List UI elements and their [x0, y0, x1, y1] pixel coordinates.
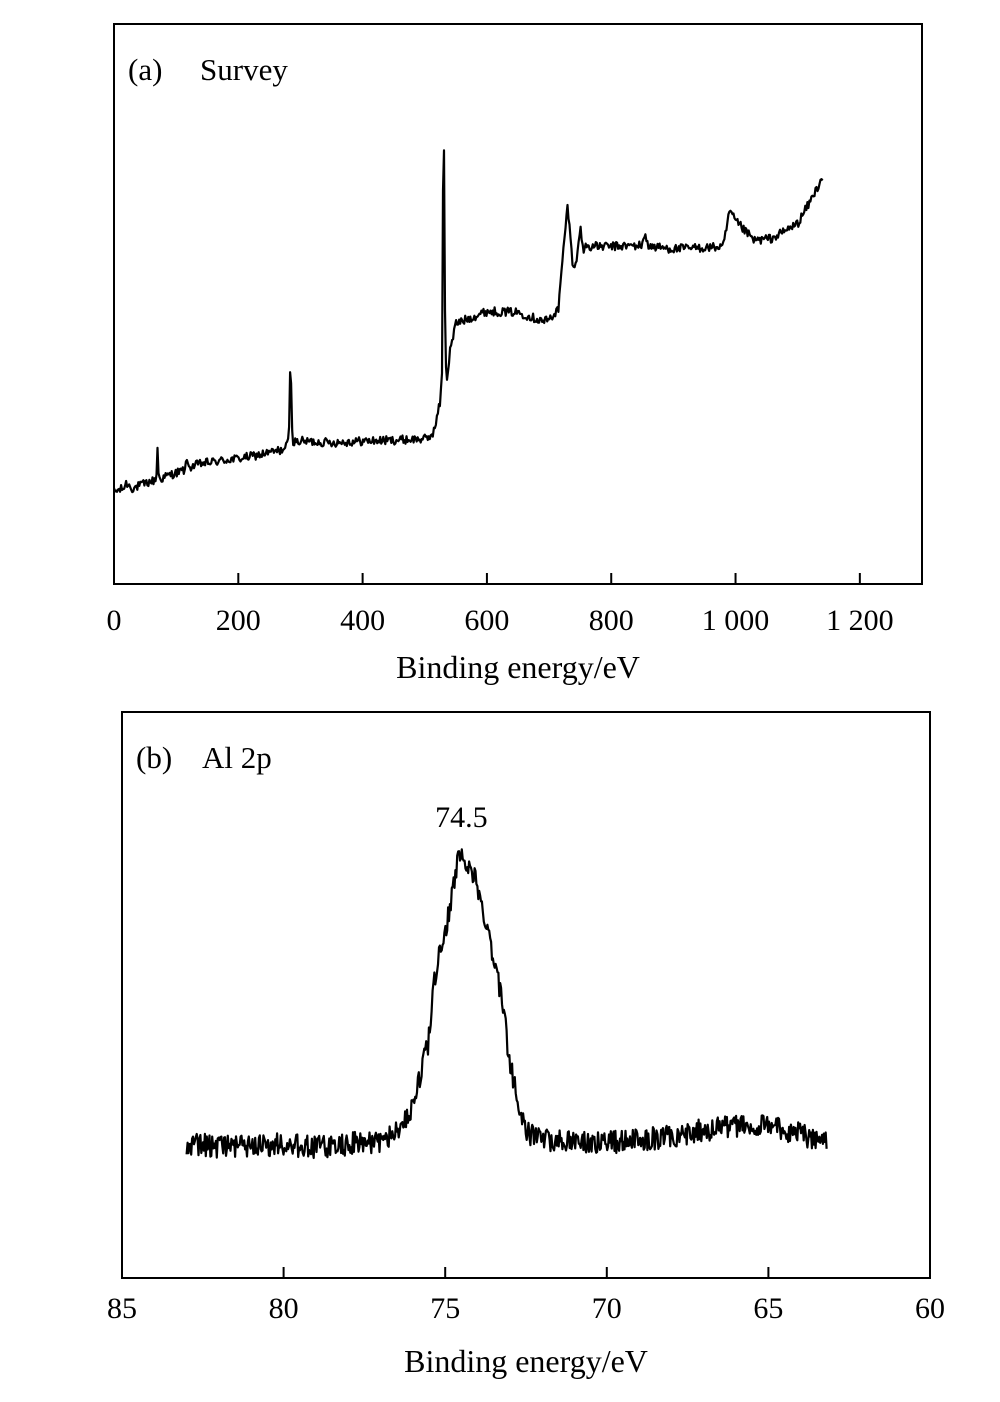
- peak-annotation: 74.5: [435, 801, 488, 834]
- chart-panel-a: 0 200 400 600 800 1 000 1 200 Binding energy/eV…: [107, 23, 923, 685]
- x-tick-label: 85: [107, 1292, 137, 1325]
- x-tick-label: 1 200: [826, 604, 894, 637]
- plot-frame: [121, 711, 931, 1279]
- panel-title: Al 2p: [202, 740, 272, 775]
- x-tick-label: 400: [340, 604, 385, 637]
- x-tick-label: 75: [430, 1292, 460, 1325]
- panel-label: (a): [128, 52, 162, 87]
- panel-title: Survey: [200, 52, 288, 87]
- x-axis-title: Binding energy/eV: [404, 1343, 648, 1379]
- spectrum-line: [185, 848, 828, 1160]
- x-tick-label: 80: [269, 1292, 299, 1325]
- x-tick-label: 65: [753, 1292, 783, 1325]
- x-tick-label: 800: [589, 604, 634, 637]
- x-tick-label: 70: [592, 1292, 622, 1325]
- x-axis-title: Binding energy/eV: [396, 649, 640, 685]
- x-tick-label: 600: [464, 604, 509, 637]
- panel-label: (b): [136, 740, 172, 775]
- x-tick-label: 1 000: [702, 604, 770, 637]
- x-tick-label: 200: [216, 604, 261, 637]
- x-tick-label: 0: [107, 604, 122, 637]
- plot-frame: [113, 23, 923, 585]
- spectrum-line: [112, 149, 824, 494]
- x-tick-label: 60: [915, 1292, 945, 1325]
- chart-panel-b: 85 80 75 70 65 60 Binding energy/eV (b) Al 2p 74.…: [107, 711, 945, 1379]
